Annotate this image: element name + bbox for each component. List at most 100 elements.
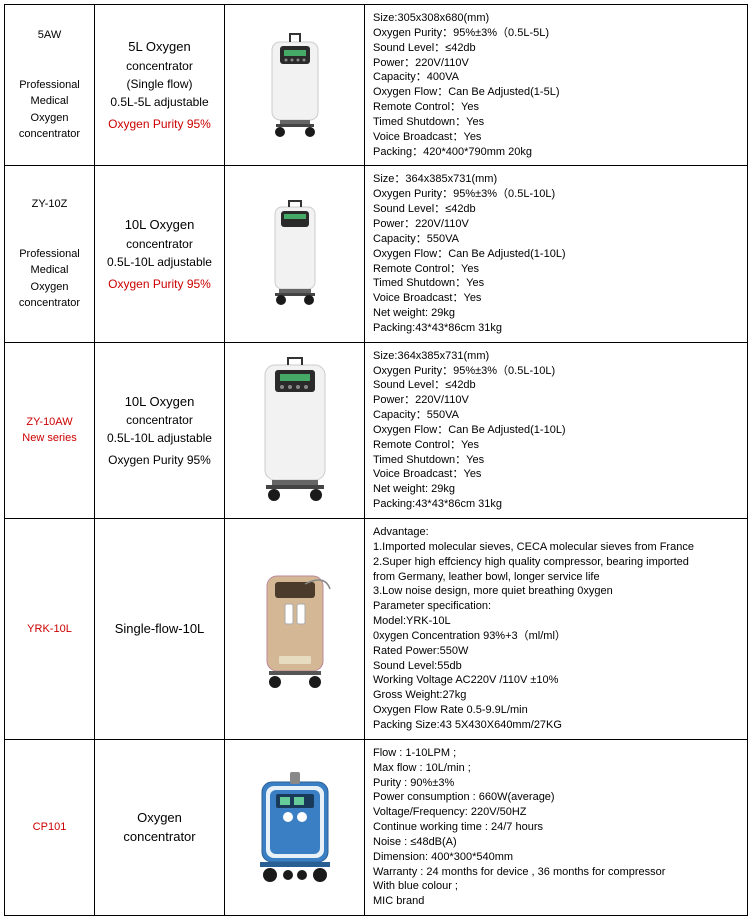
spec-line: Oxygen Flow：Can Be Adjusted(1-10L) <box>373 247 739 262</box>
spec-line: Size:305x308x680(mm) <box>373 11 739 26</box>
spec-line: Model:YRK-10L <box>373 614 739 629</box>
spec-line: Voice Broadcast：Yes <box>373 291 739 306</box>
desc-title: 5L Oxygen <box>128 39 190 54</box>
spec-line: Max flow : 10L/min ; <box>373 761 739 776</box>
spec-line: Oxygen Flow：Can Be Adjusted(1-10L) <box>373 423 739 438</box>
spec-cell: Size：364x385x731(mm)Oxygen Purity：95%±3%… <box>365 166 748 342</box>
spec-line: Flow : 1-10LPM ; <box>373 746 739 761</box>
desc-title: 10L Oxygen <box>125 394 195 409</box>
model-cell: CP101 <box>5 739 95 915</box>
product-table: 5AW Professional Medical Oxygen concentrator… <box>4 4 748 916</box>
desc-title: Single-flow-10L <box>115 621 205 636</box>
model-cell: ZY-10AW New series <box>5 342 95 518</box>
desc-sub: (Single flow) <box>126 77 192 91</box>
spec-line: Warranty : 24 months for device , 36 mon… <box>373 865 739 880</box>
spec-line: Capacity：400VA <box>373 70 739 85</box>
product-image-cell <box>225 739 365 915</box>
desc-title: Oxygen concentrator <box>123 810 195 845</box>
model-line: Oxygen <box>31 112 69 124</box>
model-line: Medical <box>31 95 69 107</box>
spec-line: Net weight: 29kg <box>373 306 739 321</box>
model-line: concentrator <box>19 297 80 309</box>
spec-line: Packing:43*43*86cm 31kg <box>373 321 739 336</box>
spec-line: 0xygen Concentration 93%+3（ml/ml） <box>373 629 739 644</box>
spec-line: Power consumption : 660W(average) <box>373 790 739 805</box>
spec-line: Oxygen Purity：95%±3%（0.5L-5L) <box>373 26 739 41</box>
product-image-cell <box>225 519 365 740</box>
spec-line: Power：220V/110V <box>373 56 739 71</box>
model-line: New series <box>22 432 76 444</box>
description-cell: Oxygen concentrator <box>95 739 225 915</box>
spec-line: Power：220V/110V <box>373 217 739 232</box>
model-line: ZY-10AW <box>26 416 72 428</box>
model-cell: YRK-10L <box>5 519 95 740</box>
spec-line: Packing Size:43 5X430X640mm/27KG <box>373 718 739 733</box>
table-row: ZY-10Z Professional Medical Oxygen concentra… <box>5 166 748 342</box>
purity-label: Oxygen Purity 95% <box>108 451 211 469</box>
model-line: Oxygen <box>31 281 69 293</box>
desc-sub: concentrator <box>126 237 193 251</box>
desc-sub: concentrator <box>126 59 193 73</box>
spec-line: Rated Power:550W <box>373 644 739 659</box>
spec-line: Oxygen Purity：95%±3%（0.5L-10L) <box>373 187 739 202</box>
spec-line: Continue working time : 24/7 hours <box>373 820 739 835</box>
product-image <box>231 767 358 887</box>
spec-line: Working Voltage AC220V /110V ±10% <box>373 673 739 688</box>
spec-line: With blue colour ; <box>373 879 739 894</box>
table-row: YRK-10L Single-flow-10L Advantage:1.Impor… <box>5 519 748 740</box>
spec-line: Remote Control：Yes <box>373 438 739 453</box>
spec-line: 2.Super high effciency high quality comp… <box>373 555 739 570</box>
description-cell: Single-flow-10L <box>95 519 225 740</box>
model-line: CP101 <box>33 821 67 833</box>
spec-line: Advantage: <box>373 525 739 540</box>
purity-label: Oxygen Purity 95% <box>108 275 211 293</box>
model-line: Professional <box>19 79 80 91</box>
spec-line: Power：220V/110V <box>373 393 739 408</box>
purity-label: Oxygen Purity 95% <box>108 115 211 133</box>
spec-line: Voltage/Frequency: 220V/50HZ <box>373 805 739 820</box>
spec-line: Capacity：550VA <box>373 408 739 423</box>
model-line: Medical <box>31 264 69 276</box>
description-cell: 5L Oxygenconcentrator(Single flow)0.5L-5… <box>95 5 225 166</box>
model-cell: 5AW Professional Medical Oxygen concentrator <box>5 5 95 166</box>
description-cell: 10L Oxygen concentrator 0.5L-10L adjustabl… <box>95 342 225 518</box>
table-row: ZY-10AW New series 10L Oxygen concentrator 0… <box>5 342 748 518</box>
model-line: ZY-10Z <box>32 198 68 210</box>
spec-line: Capacity：550VA <box>373 232 739 247</box>
spec-line: Oxygen Flow Rate 0.5-9.9L/min <box>373 703 739 718</box>
desc-title: 10L Oxygen <box>125 217 195 232</box>
product-image-cell <box>225 166 365 342</box>
model-line: concentrator <box>19 128 80 140</box>
product-image <box>231 30 358 140</box>
spec-line: Parameter specification: <box>373 599 739 614</box>
spec-line: Remote Control：Yes <box>373 262 739 277</box>
spec-line: Purity : 90%±3% <box>373 776 739 791</box>
model-line: Professional <box>19 248 80 260</box>
spec-cell: Size:364x385x731(mm)Oxygen Purity：95%±3%… <box>365 342 748 518</box>
spec-line: Voice Broadcast：Yes <box>373 467 739 482</box>
spec-line: Size：364x385x731(mm) <box>373 172 739 187</box>
spec-cell: Flow : 1-10LPM ;Max flow : 10L/min ;Puri… <box>365 739 748 915</box>
spec-cell: Advantage:1.Imported molecular sieves, C… <box>365 519 748 740</box>
spec-line: Size:364x385x731(mm) <box>373 349 739 364</box>
spec-line: Oxygen Purity：95%±3%（0.5L-10L) <box>373 364 739 379</box>
spec-line: Packing：420*400*790mm 20kg <box>373 145 739 160</box>
desc-sub: concentrator <box>126 413 193 427</box>
spec-line: Oxygen Flow：Can Be Adjusted(1-5L) <box>373 85 739 100</box>
product-image-cell <box>225 342 365 518</box>
spec-line: 1.Imported molecular sieves, CECA molecu… <box>373 540 739 555</box>
spec-line: Net weight: 29kg <box>373 482 739 497</box>
product-image <box>231 564 358 694</box>
product-image <box>231 199 358 309</box>
model-cell: ZY-10Z Professional Medical Oxygen concentra… <box>5 166 95 342</box>
model-line: YRK-10L <box>27 623 72 635</box>
spec-cell: Size:305x308x680(mm)Oxygen Purity：95%±3%… <box>365 5 748 166</box>
desc-sub: 0.5L-10L adjustable <box>107 255 212 269</box>
spec-line: Sound Level：≤42db <box>373 41 739 56</box>
desc-sub: 0.5L-10L adjustable <box>107 431 212 445</box>
spec-line: Sound Level：≤42db <box>373 378 739 393</box>
spec-line: Packing:43*43*86cm 31kg <box>373 497 739 512</box>
model-line: 5AW <box>38 29 61 41</box>
description-cell: 10L Oxygen concentrator 0.5L-10L adjustabl… <box>95 166 225 342</box>
spec-line: from Germany, leather bowl, longer servi… <box>373 570 739 585</box>
